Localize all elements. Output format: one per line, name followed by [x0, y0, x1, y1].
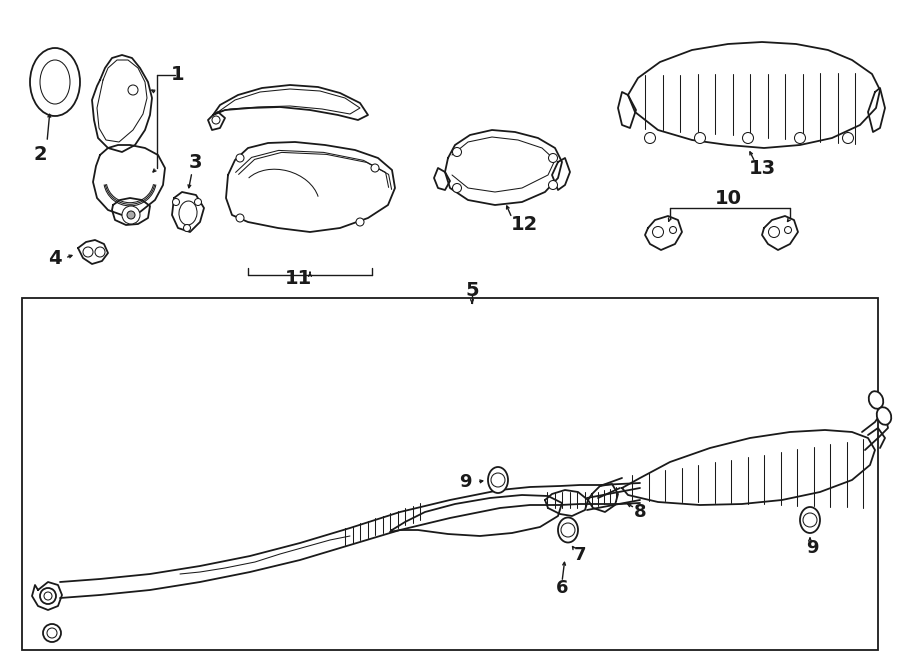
Polygon shape [545, 490, 588, 516]
Text: 5: 5 [465, 281, 479, 299]
Circle shape [695, 132, 706, 144]
Polygon shape [434, 168, 450, 190]
Circle shape [212, 116, 220, 124]
Ellipse shape [30, 48, 80, 116]
Text: 6: 6 [556, 579, 568, 597]
Circle shape [95, 247, 105, 257]
Polygon shape [762, 216, 798, 250]
Circle shape [644, 132, 655, 144]
Ellipse shape [868, 391, 883, 409]
Circle shape [561, 523, 575, 537]
Polygon shape [868, 88, 885, 132]
Polygon shape [588, 484, 618, 512]
Circle shape [842, 132, 853, 144]
Circle shape [173, 199, 179, 205]
Text: 8: 8 [634, 503, 646, 521]
Circle shape [194, 199, 202, 205]
Circle shape [548, 154, 557, 162]
Polygon shape [78, 240, 108, 264]
Circle shape [236, 154, 244, 162]
Text: 10: 10 [715, 189, 742, 207]
Polygon shape [112, 198, 150, 225]
Ellipse shape [877, 407, 891, 425]
Circle shape [785, 226, 791, 234]
Circle shape [670, 226, 677, 234]
Polygon shape [628, 42, 880, 148]
Text: 2: 2 [33, 146, 47, 164]
Polygon shape [226, 142, 395, 232]
Ellipse shape [558, 518, 578, 542]
Circle shape [371, 164, 379, 172]
Polygon shape [208, 112, 225, 130]
Circle shape [127, 211, 135, 219]
Text: 9: 9 [459, 473, 472, 491]
Circle shape [236, 214, 244, 222]
Text: 7: 7 [574, 546, 586, 564]
Ellipse shape [40, 60, 70, 104]
Polygon shape [622, 430, 875, 505]
Circle shape [122, 206, 140, 224]
Bar [22, 298, 878, 650]
Circle shape [795, 132, 806, 144]
Circle shape [83, 247, 93, 257]
Circle shape [769, 226, 779, 238]
Polygon shape [92, 55, 152, 152]
Circle shape [548, 181, 557, 189]
Circle shape [453, 183, 462, 193]
Text: 12: 12 [510, 216, 537, 234]
Circle shape [453, 148, 462, 156]
Ellipse shape [800, 507, 820, 533]
Ellipse shape [488, 467, 508, 493]
Circle shape [128, 85, 138, 95]
Polygon shape [390, 495, 562, 536]
Circle shape [652, 226, 663, 238]
Polygon shape [93, 145, 165, 215]
Circle shape [43, 624, 61, 642]
Circle shape [803, 513, 817, 527]
Circle shape [47, 628, 57, 638]
Circle shape [356, 218, 364, 226]
Polygon shape [32, 582, 62, 610]
Polygon shape [618, 92, 636, 128]
Text: 9: 9 [806, 539, 818, 557]
Text: 13: 13 [749, 158, 776, 177]
Polygon shape [445, 130, 562, 205]
Circle shape [40, 588, 56, 604]
Text: 3: 3 [188, 152, 202, 171]
Polygon shape [172, 192, 204, 232]
Text: 11: 11 [284, 269, 311, 287]
Circle shape [184, 224, 191, 232]
Text: 1: 1 [171, 66, 184, 85]
Polygon shape [213, 85, 368, 120]
Polygon shape [645, 216, 682, 250]
Ellipse shape [179, 201, 197, 225]
Circle shape [742, 132, 753, 144]
Circle shape [44, 592, 52, 600]
Circle shape [491, 473, 505, 487]
Polygon shape [552, 158, 570, 190]
Text: 4: 4 [49, 248, 62, 267]
